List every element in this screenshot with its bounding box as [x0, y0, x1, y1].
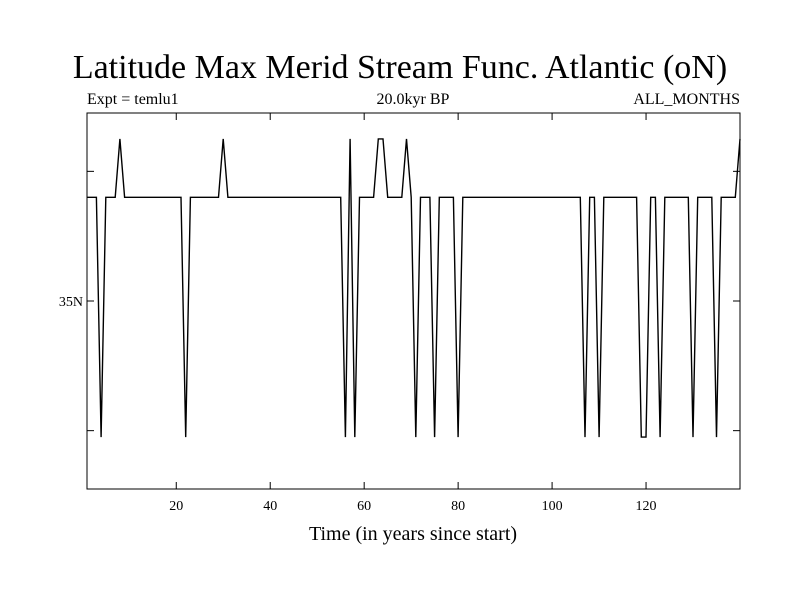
axis-tick-labels: 20 40 60 80 100 120 35N	[59, 295, 657, 514]
x-tick-label: 120	[636, 499, 657, 514]
series-line	[87, 138, 741, 438]
axis-ticks	[87, 113, 740, 489]
x-axis-title: Time (in years since start)	[309, 523, 517, 545]
x-tick-label: 60	[357, 499, 371, 514]
series-layer	[87, 138, 741, 438]
x-tick-label: 100	[542, 499, 563, 514]
y-tick-label: 35N	[59, 295, 83, 310]
x-tick-label: 20	[169, 499, 183, 514]
period-label: 20.0kyr BP	[376, 91, 450, 108]
x-tick-label: 40	[263, 499, 277, 514]
experiment-label: Expt = temlu1	[87, 91, 179, 108]
chart-title: Latitude Max Merid Stream Func. Atlantic…	[72, 49, 728, 86]
months-label: ALL_MONTHS	[633, 91, 740, 108]
x-tick-label: 80	[451, 499, 465, 514]
